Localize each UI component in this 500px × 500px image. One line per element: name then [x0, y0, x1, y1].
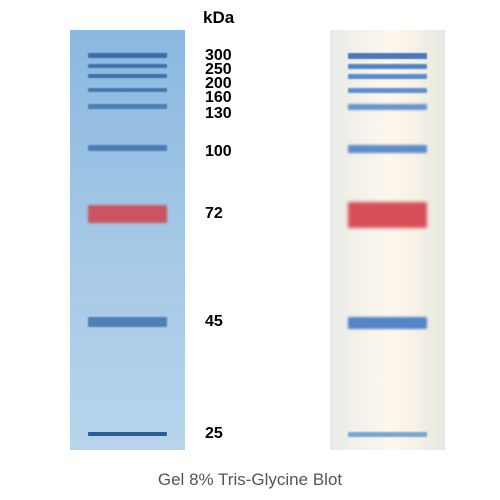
protein-band: [348, 74, 427, 79]
molecular-weight-label: 25: [205, 425, 223, 443]
protein-band: [348, 317, 427, 329]
protein-band: [88, 88, 167, 92]
molecular-weight-label: 130: [205, 105, 232, 123]
gel-lane: [70, 30, 185, 450]
protein-band: [88, 104, 167, 109]
protein-ladder-figure: kDa 300250200160130100724525 Gel 8% Tris…: [0, 0, 500, 500]
protein-band: [348, 64, 427, 69]
protein-band: [348, 202, 427, 228]
molecular-weight-label: 72: [205, 205, 223, 223]
protein-band: [88, 317, 167, 327]
molecular-weight-label: 45: [205, 313, 223, 331]
protein-band: [348, 104, 427, 110]
protein-band: [348, 432, 427, 437]
caption-gel: Gel: [158, 470, 184, 489]
protein-band: [88, 432, 167, 436]
kda-header: kDa: [203, 8, 234, 28]
protein-band: [348, 145, 427, 153]
caption-blot: Blot: [313, 470, 342, 489]
caption-info: 8% Tris-Glycine: [189, 470, 308, 489]
protein-band: [88, 145, 167, 151]
protein-band: [348, 88, 427, 93]
blot-lane: [330, 30, 445, 450]
protein-band: [88, 74, 167, 78]
figure-caption: Gel 8% Tris-Glycine Blot: [0, 470, 500, 490]
molecular-weight-label: 100: [205, 143, 232, 161]
protein-band: [88, 64, 167, 68]
protein-band: [88, 53, 167, 58]
protein-band: [88, 205, 167, 223]
protein-band: [348, 53, 427, 59]
